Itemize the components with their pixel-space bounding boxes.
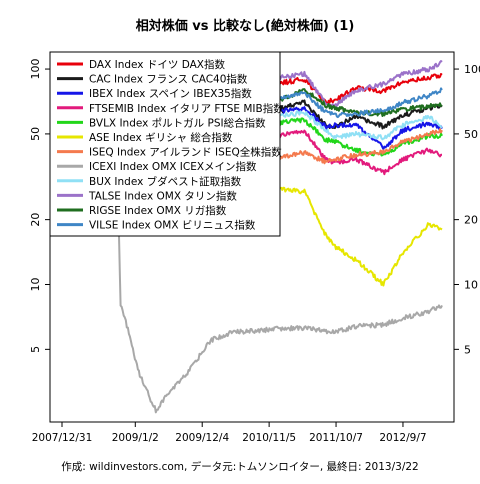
chart-title: 相対株価 vs 比較なし(絶対株価) (1): [136, 18, 355, 34]
legend-label-5: ASE Index ギリシャ 総合指数: [89, 131, 233, 144]
chart-footer: 作成: wildinvestors.com, データ元:トムソンロイター, 最終…: [61, 460, 418, 473]
x-tick-label-1: 2009/1/2: [112, 432, 159, 444]
x-tick-label-3: 2010/11/5: [242, 432, 296, 444]
x-tick-label-2: 2009/12/4: [175, 432, 229, 444]
legend-label-3: FTSEMIB Index イタリア FTSE MIB指数: [89, 102, 284, 115]
legend-label-2: IBEX Index スペイン IBEX35指数: [89, 87, 252, 100]
y-tick-label-left-2: 20: [29, 213, 42, 227]
legend-label-7: ICEXI Index OMX ICEXメイン指数: [89, 160, 257, 173]
legend-label-1: CAC Index フランス CAC40指数: [89, 73, 248, 86]
y-tick-label-right-0: 5: [464, 343, 471, 356]
y-tick-label-right-4: 100: [464, 63, 480, 76]
legend-label-11: VILSE Index OMX ビリニュス指数: [89, 219, 256, 232]
legend-label-6: ISEQ Index アイルランド ISEQ全株指数: [89, 146, 282, 159]
y-tick-label-left-3: 50: [29, 127, 42, 141]
legend-label-8: BUX Index ブダペスト証取指数: [89, 175, 242, 188]
legend-label-0: DAX Index ドイツ DAX指数: [89, 58, 225, 71]
x-tick-label-0: 2007/12/31: [32, 432, 93, 444]
y-tick-label-right-3: 50: [464, 128, 478, 141]
y-axis-left: 5 10 20 50 100: [29, 59, 50, 353]
legend-box: [49, 51, 281, 237]
y-tick-label-right-1: 10: [464, 278, 478, 291]
legend-label-4: BVLX Index ポルトガル PSI総合指数: [89, 116, 266, 129]
y-tick-label-left-1: 10: [29, 277, 42, 291]
x-tick-label-5: 2012/9/7: [379, 432, 426, 444]
x-tick-label-4: 2011/10/7: [309, 432, 363, 444]
legend-label-9: TALSE Index OMX タリン指数: [88, 189, 237, 202]
x-axis: 2007/12/31 2009/1/2 2009/12/4 2010/11/5 2011…: [32, 422, 427, 444]
y-axis-right: 5 10 20 50 100: [454, 63, 480, 356]
series-line-7: [61, 68, 443, 414]
y-tick-label-right-2: 20: [464, 214, 478, 227]
y-tick-label-left-0: 5: [29, 346, 42, 353]
legend: DAX Index ドイツ DAX指数 CAC Index フランス CAC40指…: [49, 51, 284, 237]
legend-label-10: RIGSE Index OMX リガ指数: [89, 204, 227, 217]
y-tick-label-left-4: 100: [29, 59, 42, 80]
